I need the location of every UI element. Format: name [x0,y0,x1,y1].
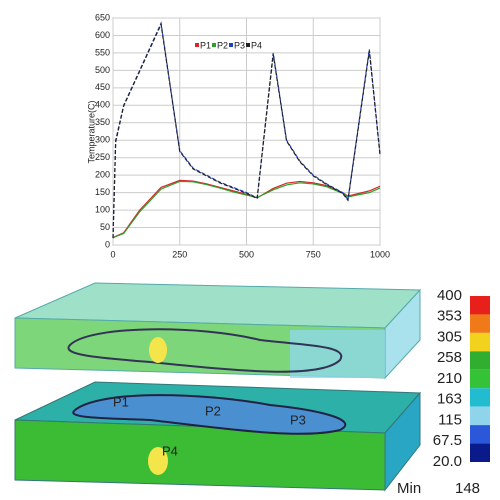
y-tick-label: 100 [95,204,110,214]
y-tick-label: 200 [95,170,110,180]
y-axis-label: Temperature(C) [86,100,96,163]
y-tick-label: 350 [95,117,110,127]
colorbar-swatch [470,369,490,389]
x-tick-label: 0 [110,249,115,259]
legend-swatch [246,43,250,47]
min-label: Min [397,480,421,497]
probe-label: P2 [205,403,221,418]
legend-swatch [212,43,216,47]
colorbar-label: 400 [437,287,462,304]
legend-label: P4 [251,40,262,50]
colorbar-swatch [470,314,490,333]
colorbar-label: 353 [437,308,462,325]
colorbar-label: 20.0 [433,453,462,470]
colorbar-swatch [470,388,490,407]
y-tick-label: 600 [95,30,110,40]
line-series [112,180,381,239]
weld-path [72,394,347,435]
y-tick-label: 150 [95,187,110,197]
legend-label: P2 [217,40,228,50]
y-tick-label: 0 [105,239,110,249]
colorbar-swatch [470,425,490,444]
y-tick-label: 450 [95,82,110,92]
colorbar-label: 115 [438,411,462,428]
colorbar-swatch [470,296,490,315]
x-tick-label: 750 [306,249,321,259]
y-tick-label: 400 [95,100,110,110]
weld-path [67,328,343,373]
y-tick-label: 50 [100,222,110,232]
min-value: 148 [455,480,480,497]
colorbar-swatch [470,351,490,370]
probe-label: P1 [113,394,129,409]
colorbar-label: 258 [437,349,462,366]
probe-label: P4 [162,443,178,458]
line-series [112,22,381,239]
colorbar-swatch [470,443,490,462]
legend-swatch [229,43,233,47]
colorbar-label: 67.5 [433,432,462,449]
colorbar-swatch [470,406,490,426]
y-tick-label: 550 [95,47,110,57]
colorbar-label: 305 [437,328,462,345]
colorbar-label: 163 [437,391,462,408]
x-tick-label: 1000 [370,249,390,259]
hot-spot [148,447,168,475]
colorbar-label: 210 [437,370,462,387]
legend-swatch [195,43,199,47]
colorbar-swatch [470,332,490,352]
y-tick-label: 250 [95,152,110,162]
y-tick-label: 300 [95,135,110,145]
x-tick-label: 500 [239,249,254,259]
box-side-face [384,391,421,492]
legend-label: P3 [234,40,245,50]
y-tick-label: 500 [95,65,110,75]
probe-label: P3 [290,412,306,427]
y-tick-label: 650 [95,12,110,22]
legend-label: P1 [200,40,211,50]
hot-spot [149,337,167,363]
x-tick-label: 250 [172,249,187,259]
